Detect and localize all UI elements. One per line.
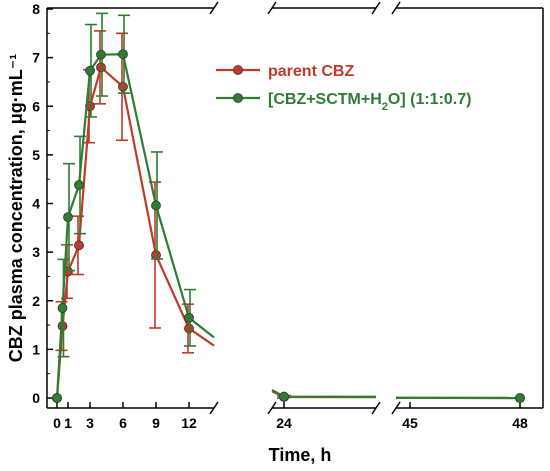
x-tick-label: 9: [152, 415, 160, 431]
data-point: [63, 212, 73, 223]
x-tick-label: 12: [181, 415, 197, 431]
y-tick-label: 7: [32, 50, 40, 66]
y-tick-label: 6: [32, 98, 40, 114]
y-tick-label: 4: [32, 196, 40, 212]
x-tick-label: 45: [402, 415, 418, 431]
series-1: [52, 12, 525, 403]
y-tick-label: 0: [32, 390, 40, 406]
axis-break-mark: [267, 1, 277, 15]
data-point: [74, 240, 84, 251]
data-point: [57, 303, 68, 313]
data-point: [52, 393, 62, 403]
data-point: [118, 49, 128, 60]
axis-break-mark: [371, 1, 381, 15]
x-tick-label: 1: [64, 415, 72, 431]
y-axis-title: CBZ plasma concentration, μg·mL⁻¹: [6, 54, 26, 363]
data-point: [96, 49, 106, 60]
legend: parent CBZ [CBZ+SCTM+H2O] (1:1:0.7): [216, 63, 471, 113]
axis-break-mark: [391, 401, 401, 415]
legend-label: [CBZ+SCTM+H2O] (1:1:0.7): [268, 91, 471, 113]
x-tick-label: 0: [53, 415, 61, 431]
data-point: [515, 393, 525, 403]
legend-swatch-marker: [233, 65, 243, 75]
legend-label: parent CBZ: [268, 63, 354, 80]
data-point: [151, 200, 161, 211]
data-point: [279, 391, 289, 402]
y-tick-label: 2: [32, 293, 40, 309]
x-axis-title: Time, h: [269, 445, 332, 465]
series-line: [55, 53, 215, 399]
axis-break-mark: [209, 401, 219, 415]
series-layer: [52, 12, 525, 403]
axis-break-mark: [391, 1, 401, 15]
y-tick-label: 1: [32, 341, 40, 357]
data-point: [96, 62, 106, 73]
x-tick-label: 6: [119, 415, 127, 431]
data-point: [118, 81, 128, 92]
data-point: [184, 312, 194, 323]
axis-break-mark: [267, 401, 277, 415]
data-point: [184, 323, 194, 334]
axis-break-mark: [209, 1, 219, 15]
x-tick-label: 3: [86, 415, 94, 431]
data-point: [85, 65, 95, 76]
axis-break-mark: [371, 401, 381, 415]
data-point: [74, 180, 84, 190]
y-tick-label: 8: [32, 1, 40, 17]
x-tick-label: 48: [512, 415, 528, 431]
x-tick-label: 24: [276, 415, 292, 431]
y-tick-label: 5: [32, 147, 40, 163]
legend-swatch-marker: [233, 93, 243, 103]
y-tick-label: 3: [32, 244, 40, 260]
